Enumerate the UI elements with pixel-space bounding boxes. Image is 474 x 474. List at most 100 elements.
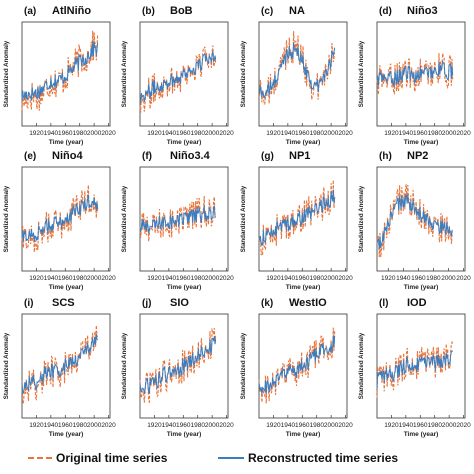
x-tick-label: 1960 [58,422,73,429]
x-tick-label: 1940 [396,275,411,282]
plot-frame [376,313,466,419]
x-tick-label: 1920 [29,275,44,282]
y-axis-title: Standardized Anomaly [358,40,365,107]
series-original-line [258,327,336,404]
plot-frame [258,21,348,127]
panel-title: BoB [170,5,193,17]
x-tick-label: 2020 [101,422,116,429]
x-tick-label: 1980 [309,130,324,137]
x-tick-label: 1920 [29,130,44,137]
panel-na: (c) NA Standardized Anomaly 1920 1940 1960 198… [240,5,353,146]
plot-frame [139,21,229,127]
series-reconstructed-line [139,205,216,234]
legend-reconstructed-label: Reconstructed time series [248,451,398,465]
x-tick-label: 1920 [29,422,44,429]
x-axis-title: Time (year) [49,139,84,146]
x-axis-title: Time (year) [286,139,321,146]
x-tick-label: 1960 [295,130,310,137]
panel-title: Niño4 [52,150,83,162]
x-tick-label: 1980 [190,422,205,429]
series-original-line [21,325,99,405]
x-tick-label: 1980 [72,130,87,137]
x-tick-label: 2000 [324,422,339,429]
x-tick-label: 2000 [87,130,102,137]
panel-letter: (i) [24,298,33,309]
panel-title: Niño3.4 [170,150,211,162]
panel-letter: (l) [379,298,388,309]
series-reconstructed-line [21,333,99,395]
x-tick-label: 2000 [205,130,220,137]
series-reconstructed-line [258,335,336,395]
x-tick-label: 1920 [147,275,162,282]
series-original-line [258,31,336,105]
y-axis-title: Standardized Anomaly [3,40,10,107]
panel-title: SCS [52,297,75,309]
x-tick-label: 2020 [338,422,353,429]
series-reconstructed-line [139,336,217,394]
plot-frame [139,166,229,272]
x-tick-label: 1980 [190,130,205,137]
x-axis-title: Time (year) [167,431,202,438]
y-axis-title: Standardized Anomaly [240,332,247,399]
x-tick-label: 1920 [384,130,399,137]
x-tick-label: 1920 [147,130,162,137]
x-tick-label: 1920 [384,422,399,429]
panel-title: IOD [407,297,427,309]
series-original-line [376,340,454,399]
x-tick-label: 1940 [281,275,296,282]
panel-letter: (j) [142,298,151,309]
x-axis-title: Time (year) [49,431,84,438]
x-tick-label: 1940 [44,422,59,429]
x-axis-title: Time (year) [404,284,439,291]
x-tick-label: 1920 [266,130,281,137]
x-tick-label: 1960 [58,275,73,282]
series-reconstructed-line [21,194,99,242]
x-tick-label: 1960 [295,275,310,282]
x-tick-label: 1920 [381,275,396,282]
plot-frame [139,313,229,419]
x-tick-label: 1940 [399,130,414,137]
panel-westio: (k) WestIO Standardized Anomaly 1920 1940 196… [240,297,353,438]
x-tick-label: 1940 [399,422,414,429]
x-axis-title: Time (year) [404,139,439,146]
series-reconstructed-line [139,50,217,103]
panel-letter: (h) [379,151,392,162]
plot-frame [21,166,111,272]
panel-letter: (e) [24,151,36,162]
panel-letter: (c) [261,6,273,17]
x-tick-label: 1960 [58,130,73,137]
x-tick-label: 1920 [147,422,162,429]
panel-ni-o3: (d) Niño3 Standardized Anomaly 1920 1940 1960… [358,5,471,146]
x-tick-label: 2000 [205,275,220,282]
x-tick-label: 1940 [44,130,59,137]
panel-sio: (j) SIO Standardized Anomaly 1920 1940 1960 19… [121,297,234,438]
x-tick-label: 1940 [162,422,177,429]
x-tick-label: 1940 [162,275,177,282]
x-tick-label: 2020 [456,275,471,282]
y-axis-title: Standardized Anomaly [121,185,128,252]
series-original-line [376,53,454,96]
panel-letter: (a) [24,6,36,17]
x-tick-label: 1960 [176,422,191,429]
x-tick-label: 1980 [426,275,441,282]
plot-frame [21,21,111,127]
x-tick-label: 1920 [266,422,281,429]
x-tick-label: 2000 [442,130,457,137]
x-tick-label: 2000 [441,275,456,282]
y-axis-title: Standardized Anomaly [121,332,128,399]
x-tick-label: 1920 [266,275,281,282]
x-tick-label: 2020 [456,130,471,137]
x-tick-label: 1980 [427,422,442,429]
x-tick-label: 1940 [281,130,296,137]
x-tick-label: 2020 [338,275,353,282]
series-original-line [21,30,99,111]
series-reconstructed-line [258,42,336,100]
panel-np1: (g) NP1 Standardized Anomaly 1920 1940 1960 19… [240,150,353,291]
plot-frame [376,21,466,127]
panel-bob: (b) BoB Standardized Anomaly 1920 1940 1960 19… [121,5,234,146]
y-axis-title: Standardized Anomaly [358,185,365,252]
x-tick-label: 2020 [219,422,234,429]
x-tick-label: 2000 [205,422,220,429]
x-tick-label: 1980 [72,422,87,429]
